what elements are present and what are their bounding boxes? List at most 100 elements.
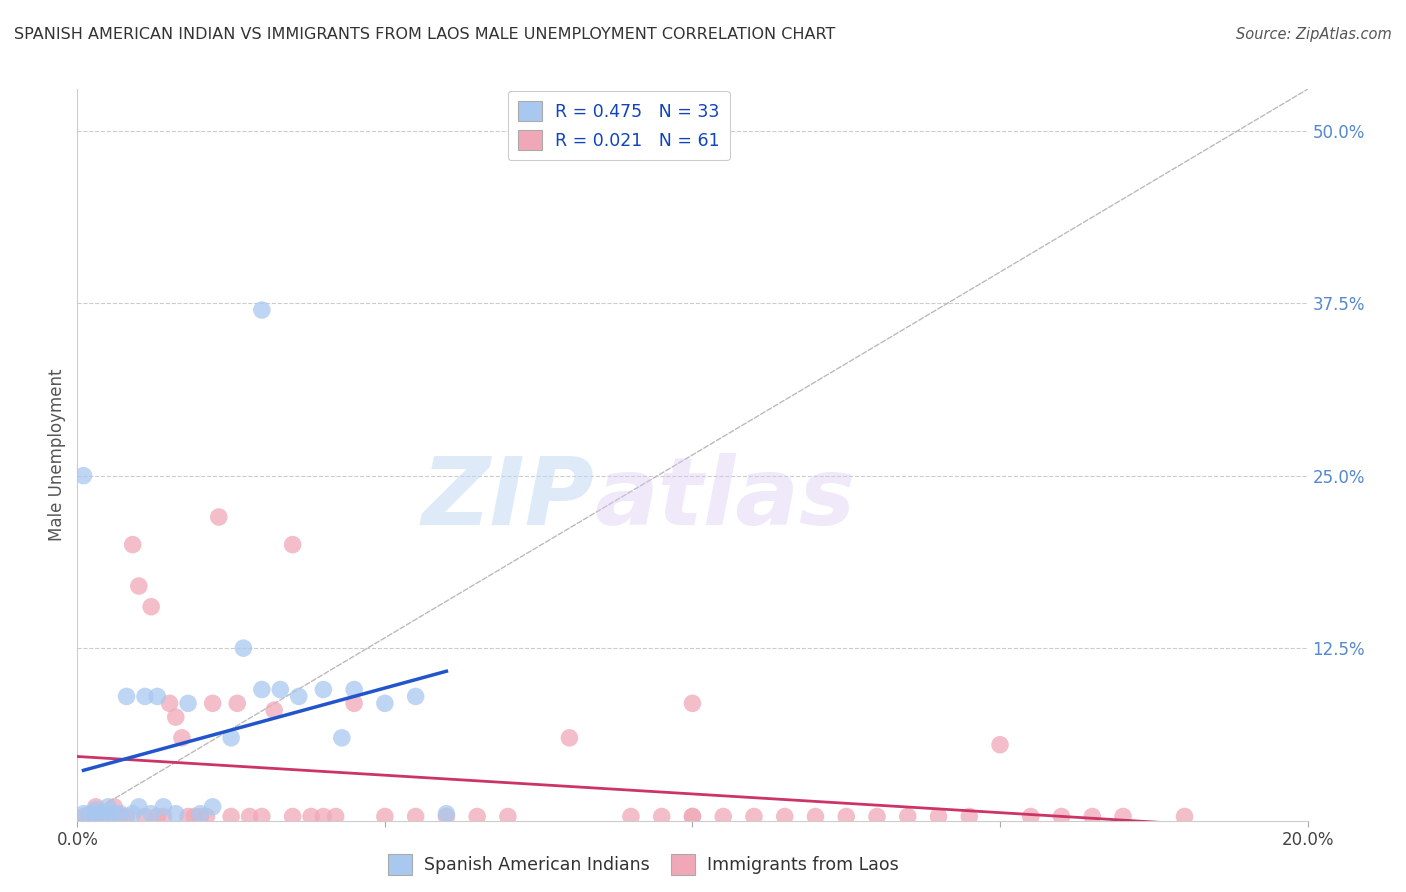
Point <box>72 806 94 821</box>
Point <box>201 800 224 814</box>
Point <box>465 809 488 823</box>
Point <box>79 806 101 821</box>
Point <box>436 809 458 823</box>
Point <box>72 809 94 823</box>
Point <box>1050 809 1073 823</box>
Point <box>496 809 519 823</box>
Point <box>146 690 169 704</box>
Point <box>84 803 107 817</box>
Point <box>835 809 858 823</box>
Point <box>1174 809 1197 823</box>
Point <box>84 809 107 823</box>
Point <box>312 682 335 697</box>
Point <box>405 809 427 823</box>
Point <box>299 809 322 823</box>
Point <box>84 800 107 814</box>
Point <box>146 809 169 823</box>
Point <box>115 809 138 823</box>
Point <box>141 806 163 821</box>
Point <box>121 538 143 552</box>
Point <box>897 809 920 823</box>
Point <box>742 809 765 823</box>
Point <box>330 731 353 745</box>
Point <box>405 690 427 704</box>
Point <box>121 806 143 821</box>
Point <box>682 809 704 823</box>
Point <box>90 809 114 823</box>
Text: Source: ZipAtlas.com: Source: ZipAtlas.com <box>1236 27 1392 42</box>
Point <box>250 303 273 318</box>
Text: ZIP: ZIP <box>422 453 595 545</box>
Point <box>188 806 212 821</box>
Point <box>159 696 181 710</box>
Point <box>374 809 396 823</box>
Point <box>219 731 242 745</box>
Point <box>374 696 396 710</box>
Point <box>115 690 138 704</box>
Point <box>682 696 704 710</box>
Point <box>281 538 304 552</box>
Point <box>682 809 704 823</box>
Point <box>72 468 94 483</box>
Point <box>201 696 224 710</box>
Point <box>97 800 120 814</box>
Point <box>226 696 249 710</box>
Point <box>711 809 734 823</box>
Point <box>84 809 107 823</box>
Text: SPANISH AMERICAN INDIAN VS IMMIGRANTS FROM LAOS MALE UNEMPLOYMENT CORRELATION CH: SPANISH AMERICAN INDIAN VS IMMIGRANTS FR… <box>14 27 835 42</box>
Point <box>263 703 285 717</box>
Legend: Spanish American Indians, Immigrants from Laos: Spanish American Indians, Immigrants fro… <box>381 847 905 881</box>
Point <box>188 809 212 823</box>
Point <box>232 641 254 656</box>
Point <box>128 579 150 593</box>
Point <box>343 696 366 710</box>
Point <box>165 806 187 821</box>
Point <box>804 809 827 823</box>
Point <box>110 806 132 821</box>
Point <box>1112 809 1135 823</box>
Point <box>250 682 273 697</box>
Point <box>103 800 125 814</box>
Point <box>288 690 311 704</box>
Point <box>558 731 581 745</box>
Y-axis label: Male Unemployment: Male Unemployment <box>48 368 66 541</box>
Point <box>281 809 304 823</box>
Point <box>170 731 193 745</box>
Point <box>165 710 187 724</box>
Point <box>312 809 335 823</box>
Text: atlas: atlas <box>595 453 855 545</box>
Point <box>195 809 218 823</box>
Point <box>128 800 150 814</box>
Point <box>250 809 273 823</box>
Point <box>134 690 156 704</box>
Point <box>343 682 366 697</box>
Point <box>325 809 347 823</box>
Point <box>177 696 200 710</box>
Point <box>152 800 174 814</box>
Point <box>79 809 101 823</box>
Point <box>177 809 200 823</box>
Point <box>269 682 291 697</box>
Point <box>928 809 950 823</box>
Point <box>141 599 163 614</box>
Point <box>866 809 889 823</box>
Point <box>239 809 262 823</box>
Point <box>103 806 125 821</box>
Point <box>1019 809 1042 823</box>
Point <box>110 809 132 823</box>
Point <box>651 809 673 823</box>
Point <box>90 806 114 821</box>
Point <box>97 806 120 821</box>
Point <box>208 510 231 524</box>
Point <box>773 809 796 823</box>
Point <box>219 809 242 823</box>
Point <box>183 809 205 823</box>
Point <box>1081 809 1104 823</box>
Point <box>957 809 980 823</box>
Point <box>134 809 156 823</box>
Point <box>152 809 174 823</box>
Point <box>97 809 120 823</box>
Point <box>988 738 1011 752</box>
Point <box>436 806 458 821</box>
Point <box>620 809 643 823</box>
